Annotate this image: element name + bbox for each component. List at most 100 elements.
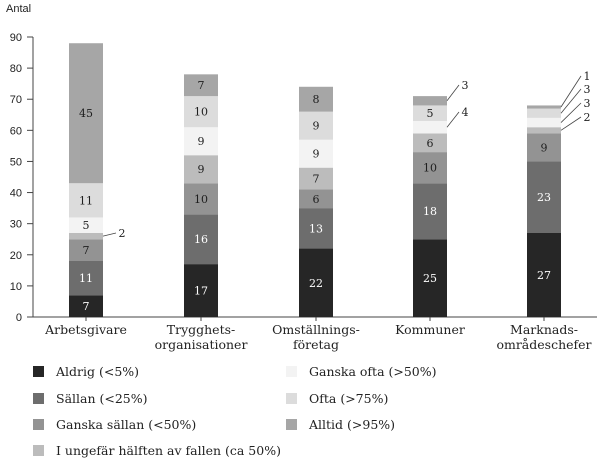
y-tick-label: 0 (16, 312, 22, 324)
data-label: 11 (79, 272, 93, 285)
x-tick-label: Arbetsgivare (44, 322, 127, 337)
legend-item: Aldrig (<5%) (33, 364, 139, 379)
y-tick-label: 80 (10, 63, 22, 75)
bar-segment (299, 208, 333, 249)
data-label: 9 (541, 141, 548, 154)
data-label: 1 (584, 70, 591, 83)
data-label: 2 (584, 111, 591, 124)
bar-segment (69, 43, 103, 184)
bar-segment (413, 121, 447, 134)
bar-segment (184, 127, 218, 156)
x-tick-label: företag (293, 337, 339, 352)
y-tick-label: 50 (10, 156, 22, 168)
data-label: 9 (313, 148, 320, 161)
legend-swatch (33, 419, 44, 430)
data-label: 2 (119, 227, 126, 240)
bar-segment (69, 261, 103, 296)
x-tick-label: Omställnings- (272, 322, 360, 337)
bar-segment (527, 161, 561, 233)
data-label: 4 (462, 106, 469, 119)
legend-label: Ganska ofta (>50%) (309, 364, 437, 379)
data-label: 10 (194, 106, 208, 119)
legend-label: Sällan (<25%) (56, 391, 148, 406)
data-label: 13 (309, 222, 323, 235)
bar-segment (299, 111, 333, 140)
bar-segment (413, 133, 447, 153)
bar-segment (413, 152, 447, 184)
data-label: 23 (537, 191, 551, 204)
bar-segment (413, 183, 447, 240)
data-label: 6 (427, 137, 434, 150)
legend-swatch (33, 393, 44, 404)
legend-swatch (33, 366, 44, 377)
legend-item: Ofta (>75%) (286, 391, 388, 406)
data-label: 7 (83, 300, 90, 313)
callout-line (560, 102, 582, 123)
legend-item: Ganska ofta (>50%) (286, 364, 437, 379)
bar-segment (69, 239, 103, 261)
data-label: 6 (313, 193, 320, 206)
legend-swatch (286, 366, 297, 377)
y-tick-label: 20 (10, 250, 22, 262)
legend-item: Alltid (>95%) (286, 417, 395, 432)
data-label: 22 (309, 277, 323, 290)
data-label: 3 (584, 97, 591, 110)
bar-segment (299, 86, 333, 112)
data-label: 10 (423, 162, 437, 175)
data-label: 5 (83, 219, 90, 232)
bar-segment (527, 108, 561, 118)
legend-label: Ganska sällan (<50%) (56, 417, 197, 432)
data-label: 45 (79, 107, 93, 120)
callout-line (446, 84, 460, 102)
legend-swatch (286, 419, 297, 430)
bar-segment (527, 133, 561, 162)
bar-segment (299, 248, 333, 317)
data-label: 25 (423, 272, 437, 285)
data-label: 9 (198, 135, 205, 148)
callout-line (560, 88, 582, 114)
bar-segment (527, 127, 561, 134)
callout-line (446, 111, 460, 128)
bar-segment (527, 233, 561, 317)
callout-line (560, 116, 582, 131)
data-label: 8 (313, 93, 320, 106)
data-label: 27 (537, 269, 551, 282)
bar-segment (184, 214, 218, 265)
data-label: 7 (313, 173, 320, 186)
legend-label: I ungefär hälften av fallen (ca 50%) (56, 443, 281, 458)
x-tick-label: organisationer (155, 337, 248, 352)
bar-segment (527, 105, 561, 109)
data-label: 16 (194, 233, 208, 246)
data-label: 7 (83, 244, 90, 257)
legend-label: Aldrig (<5%) (56, 364, 140, 379)
x-tick-label: Kommuner (395, 322, 465, 337)
bar-segment (527, 117, 561, 128)
bar-segment (413, 105, 447, 121)
legend-label: Ofta (>75%) (309, 391, 389, 406)
bar-segment (69, 217, 103, 233)
bar-segment (299, 139, 333, 168)
y-tick-label: 90 (10, 32, 22, 44)
bar-segment (413, 239, 447, 317)
y-tick-label: 70 (10, 94, 22, 106)
data-label: 17 (194, 285, 208, 298)
data-label: 10 (194, 193, 208, 206)
bar-segment (184, 155, 218, 184)
y-tick-label: 10 (10, 281, 22, 293)
x-tick-label: Trygghets- (167, 322, 236, 337)
bar-segment (184, 264, 218, 317)
bar-segment (184, 74, 218, 97)
callout-line (102, 232, 117, 237)
legend-label: Alltid (>95%) (309, 417, 396, 432)
data-label: 5 (427, 107, 434, 120)
y-tick-label: 40 (10, 188, 22, 200)
data-label: 18 (423, 205, 437, 218)
bar-segment (413, 96, 447, 106)
bar-segment (69, 183, 103, 218)
legend-item: I ungefär hälften av fallen (ca 50%) (33, 443, 281, 458)
bar-segment (299, 167, 333, 190)
data-label: 3 (462, 79, 469, 92)
data-label: 7 (198, 79, 205, 92)
y-tick-label: 60 (10, 125, 22, 137)
